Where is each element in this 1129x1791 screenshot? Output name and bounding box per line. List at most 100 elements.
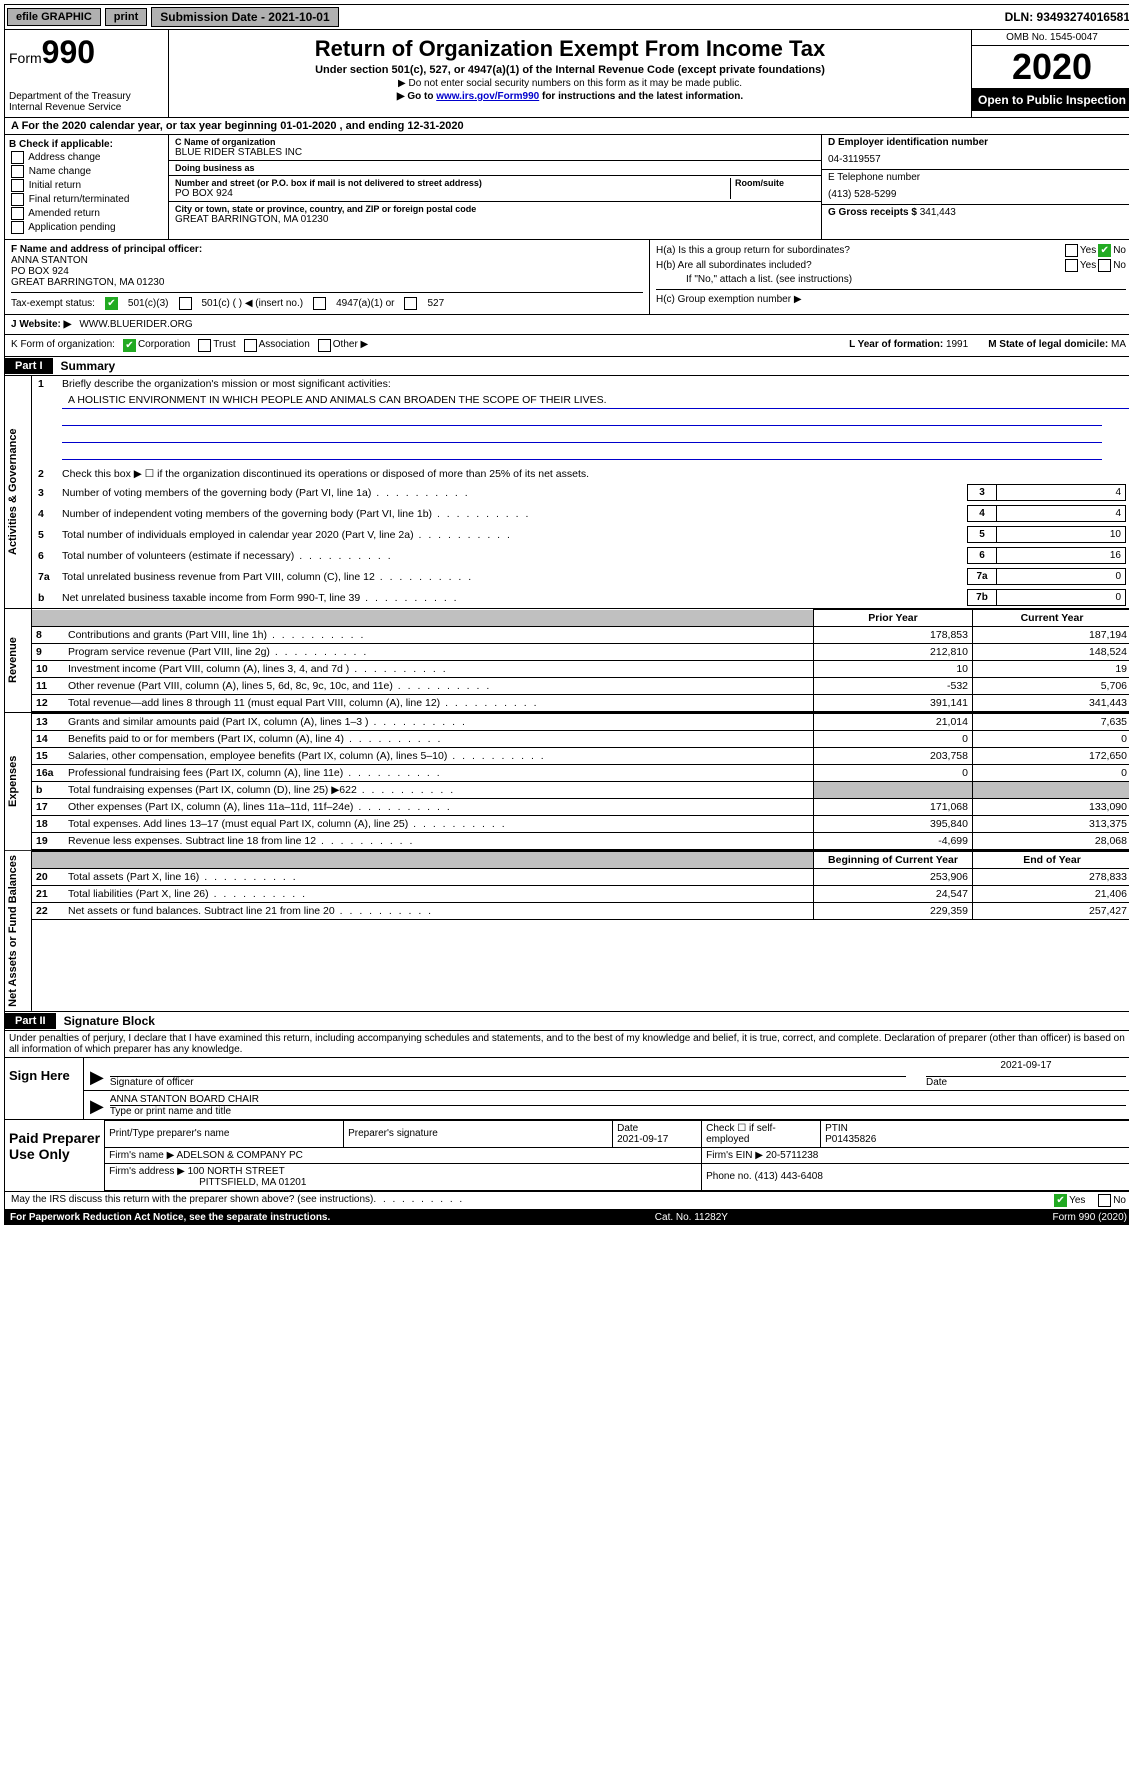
hb-note: If "No," attach a list. (see instruction… xyxy=(686,274,1126,285)
c-checkbox[interactable] xyxy=(179,297,192,310)
form-title: Return of Organization Exempt From Incom… xyxy=(173,36,967,62)
check-option[interactable]: Address change xyxy=(9,151,164,164)
room-lbl: Room/suite xyxy=(735,178,815,188)
faddr2: PITTSFIELD, MA 01201 xyxy=(199,1177,306,1188)
paid-preparer-block: Paid Preparer Use Only Print/Type prepar… xyxy=(4,1120,1129,1192)
ptin: P01435826 xyxy=(825,1134,876,1145)
q1-lbl: Briefly describe the organization's miss… xyxy=(62,378,1126,390)
check-option[interactable]: Amended return xyxy=(9,207,164,220)
tax-year-line: A For the 2020 calendar year, or tax yea… xyxy=(5,118,470,134)
gross-val: 341,443 xyxy=(920,207,956,218)
firm-name: ADELSON & COMPANY PC xyxy=(177,1150,303,1161)
part2-header: Part II Signature Block xyxy=(4,1012,1129,1031)
cat-no: Cat. No. 11282Y xyxy=(655,1212,728,1223)
table-row: 22Net assets or fund balances. Subtract … xyxy=(32,903,1129,920)
a947-lbl: 4947(a)(1) or xyxy=(336,298,394,309)
summary-line: 4Number of independent voting members of… xyxy=(32,503,1129,524)
form-footer: Form 990 (2020) xyxy=(1053,1212,1127,1223)
table-row: 21Total liabilities (Part X, line 26) 24… xyxy=(32,886,1129,903)
h3v: 2021-09-17 xyxy=(617,1134,668,1145)
blank-line xyxy=(62,428,1102,443)
phone-val: (413) 528-5299 xyxy=(828,189,1126,200)
city-lbl: City or town, state or province, country… xyxy=(175,204,815,214)
signer-name: ANNA STANTON BOARD CHAIR xyxy=(110,1094,1126,1106)
summary-line: bNet unrelated business taxable income f… xyxy=(32,587,1129,608)
j-lbl: J Website: ▶ xyxy=(11,319,71,330)
org-name: BLUE RIDER STABLES INC xyxy=(175,147,815,158)
i-lbl: Tax-exempt status: xyxy=(11,298,95,309)
summary-line: 6Total number of volunteers (estimate if… xyxy=(32,545,1129,566)
form-number: 990 xyxy=(42,34,95,70)
corp-checkbox[interactable] xyxy=(123,339,136,352)
ein-lbl: D Employer identification number xyxy=(828,137,1126,148)
goto-pre: ▶ Go to xyxy=(397,91,436,102)
table-row: 8Contributions and grants (Part VIII, li… xyxy=(32,627,1129,644)
check-option[interactable]: Name change xyxy=(9,165,164,178)
discuss-no[interactable] xyxy=(1098,1194,1111,1207)
pra-row: For Paperwork Reduction Act Notice, see … xyxy=(4,1210,1129,1225)
col-prior: Prior Year xyxy=(814,610,973,627)
expense-table: 13Grants and similar amounts paid (Part … xyxy=(32,713,1129,850)
ha-yes[interactable] xyxy=(1065,244,1078,257)
hb-no[interactable] xyxy=(1098,259,1111,272)
firm-lbl: Firm's name ▶ xyxy=(109,1150,174,1161)
irs-link[interactable]: www.irs.gov/Form990 xyxy=(436,91,539,102)
omb-number: OMB No. 1545-0047 xyxy=(972,30,1129,46)
a947-checkbox[interactable] xyxy=(313,297,326,310)
dba-lbl: Doing business as xyxy=(175,163,815,173)
part2-title: Signature Block xyxy=(56,1012,163,1030)
officer-name: ANNA STANTON xyxy=(11,255,643,266)
table-row: 15Salaries, other compensation, employee… xyxy=(32,748,1129,765)
print-button[interactable]: print xyxy=(105,8,147,26)
col-begin: Beginning of Current Year xyxy=(814,852,973,869)
c-name-lbl: C Name of organization xyxy=(175,137,815,147)
hb-yes[interactable] xyxy=(1065,259,1078,272)
c-lbl: 501(c) ( ) ◀ (insert no.) xyxy=(202,298,304,309)
website-val: WWW.BLUERIDER.ORG xyxy=(79,319,192,330)
revenue-table: Prior Year Current Year 8Contributions a… xyxy=(32,609,1129,712)
blank-line xyxy=(62,445,1102,460)
sign-here-lbl: Sign Here xyxy=(5,1058,84,1119)
l-lbl: L Year of formation: xyxy=(849,339,943,350)
website-row: J Website: ▶ WWW.BLUERIDER.ORG xyxy=(4,315,1129,335)
officer-addr1: PO BOX 924 xyxy=(11,266,643,277)
summary-line: 3Number of voting members of the governi… xyxy=(32,482,1129,503)
sign-date: 2021-09-17 xyxy=(926,1060,1126,1077)
fphone-lbl: Phone no. xyxy=(706,1171,752,1182)
ein-val: 04-3119557 xyxy=(828,154,1126,165)
goto-post: for instructions and the latest informat… xyxy=(539,91,743,102)
faddr-lbl: Firm's address ▶ xyxy=(109,1166,185,1177)
officer-addr2: GREAT BARRINGTON, MA 01230 xyxy=(11,277,643,288)
table-row: 12Total revenue—add lines 8 through 11 (… xyxy=(32,695,1129,712)
table-row: 17Other expenses (Part IX, column (A), l… xyxy=(32,799,1129,816)
top-toolbar: efile GRAPHIC print Submission Date - 20… xyxy=(4,4,1129,30)
check-option[interactable]: Final return/terminated xyxy=(9,193,164,206)
assoc-checkbox[interactable] xyxy=(244,339,257,352)
mission-text: A HOLISTIC ENVIRONMENT IN WHICH PEOPLE A… xyxy=(68,394,607,406)
vtab-rev: Revenue xyxy=(5,609,32,712)
s527-checkbox[interactable] xyxy=(404,297,417,310)
name-lbl: Type or print name and title xyxy=(110,1106,1126,1117)
check-option[interactable]: Application pending xyxy=(9,221,164,234)
vtab-gov: Activities & Governance xyxy=(5,376,32,608)
c3-checkbox[interactable] xyxy=(105,297,118,310)
efile-button[interactable]: efile GRAPHIC xyxy=(7,8,101,26)
blank-line xyxy=(62,411,1102,426)
table-row: 20Total assets (Part X, line 16) 253,906… xyxy=(32,869,1129,886)
pra-text: For Paperwork Reduction Act Notice, see … xyxy=(10,1212,330,1223)
phone-lbl: E Telephone number xyxy=(828,172,1126,183)
s527-lbl: 527 xyxy=(427,298,444,309)
hb-lbl: H(b) Are all subordinates included? xyxy=(656,260,1063,271)
ha-no[interactable] xyxy=(1098,244,1111,257)
m-val: MA xyxy=(1111,339,1126,350)
discuss-yes[interactable] xyxy=(1054,1194,1067,1207)
c3-lbl: 501(c)(3) xyxy=(128,298,169,309)
other-checkbox[interactable] xyxy=(318,339,331,352)
f-lbl: F Name and address of principal officer: xyxy=(11,244,643,255)
vtab-net: Net Assets or Fund Balances xyxy=(5,851,32,1011)
table-row: 13Grants and similar amounts paid (Part … xyxy=(32,714,1129,731)
perjury-text: Under penalties of perjury, I declare th… xyxy=(4,1031,1129,1058)
faddr1: 100 NORTH STREET xyxy=(188,1166,285,1177)
check-option[interactable]: Initial return xyxy=(9,179,164,192)
trust-checkbox[interactable] xyxy=(198,339,211,352)
